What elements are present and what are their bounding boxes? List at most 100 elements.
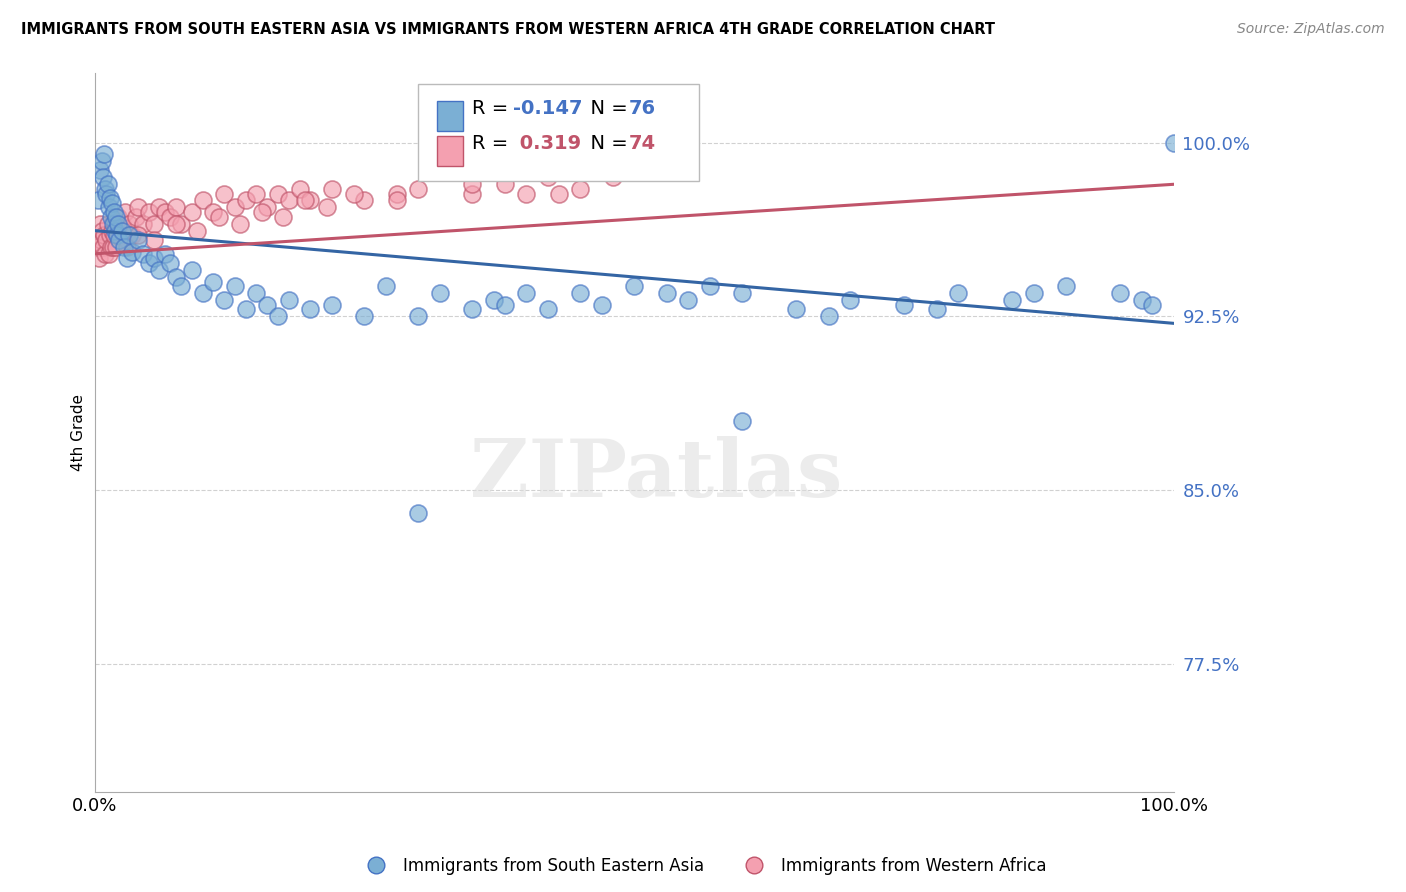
Point — [235, 194, 257, 208]
Point — [105, 210, 128, 224]
Point — [115, 233, 138, 247]
Point — [655, 286, 678, 301]
Point — [893, 298, 915, 312]
Point — [678, 293, 700, 308]
Point — [186, 224, 208, 238]
Text: R =: R = — [472, 134, 515, 153]
Point — [103, 228, 125, 243]
Point — [267, 186, 290, 201]
Point — [245, 286, 267, 301]
Point — [87, 252, 110, 266]
Point — [515, 186, 537, 201]
Point — [101, 240, 124, 254]
Point — [165, 217, 187, 231]
Point — [165, 270, 187, 285]
Point — [118, 217, 141, 231]
Point — [170, 217, 193, 231]
Point — [132, 217, 155, 231]
Point — [124, 210, 146, 224]
Point — [212, 293, 235, 308]
Point — [1054, 279, 1077, 293]
Point — [375, 279, 398, 293]
Point — [142, 233, 165, 247]
Point — [93, 147, 115, 161]
Point — [202, 205, 225, 219]
Point — [94, 247, 117, 261]
Text: -0.147: -0.147 — [513, 99, 583, 119]
Point — [482, 293, 505, 308]
Point — [817, 310, 839, 324]
Point — [153, 205, 176, 219]
Point — [408, 507, 430, 521]
Point — [925, 302, 948, 317]
Point — [89, 217, 111, 231]
Point — [321, 298, 343, 312]
Point — [91, 154, 114, 169]
Point — [315, 201, 337, 215]
Point — [101, 224, 124, 238]
Text: 0.319: 0.319 — [513, 134, 582, 153]
Point — [461, 186, 484, 201]
Point — [101, 217, 124, 231]
Legend: Immigrants from South Eastern Asia, Immigrants from Western Africa: Immigrants from South Eastern Asia, Immi… — [353, 851, 1053, 882]
Point — [569, 182, 592, 196]
Point — [142, 252, 165, 266]
Point — [115, 252, 138, 266]
Point — [461, 178, 484, 192]
Point — [89, 163, 111, 178]
Point — [277, 194, 299, 208]
Point — [946, 286, 969, 301]
Point — [494, 178, 516, 192]
Point — [159, 210, 181, 224]
Point — [256, 298, 278, 312]
Point — [731, 286, 754, 301]
Point — [1163, 136, 1185, 150]
Point — [127, 228, 149, 243]
Point — [118, 228, 141, 243]
Text: IMMIGRANTS FROM SOUTH EASTERN ASIA VS IMMIGRANTS FROM WESTERN AFRICA 4TH GRADE C: IMMIGRANTS FROM SOUTH EASTERN ASIA VS IM… — [21, 22, 995, 37]
Point — [90, 233, 112, 247]
Point — [494, 298, 516, 312]
Point — [104, 224, 127, 238]
Point — [96, 233, 118, 247]
Point — [623, 279, 645, 293]
Point — [97, 201, 120, 215]
Point — [408, 310, 430, 324]
FancyBboxPatch shape — [437, 101, 463, 131]
Point — [267, 310, 290, 324]
Point — [142, 217, 165, 231]
Point — [537, 302, 560, 317]
Point — [245, 186, 267, 201]
Point — [224, 201, 246, 215]
Point — [165, 201, 187, 215]
Point — [343, 186, 366, 201]
Point — [699, 279, 721, 293]
Point — [91, 240, 114, 254]
Point — [429, 286, 451, 301]
Point — [110, 217, 132, 231]
Point — [202, 275, 225, 289]
Point — [299, 194, 322, 208]
Point — [91, 170, 114, 185]
Point — [191, 286, 214, 301]
Point — [97, 247, 120, 261]
Point — [1142, 298, 1164, 312]
Point — [148, 201, 170, 215]
Point — [104, 217, 127, 231]
Point — [385, 186, 408, 201]
Point — [100, 240, 122, 254]
Point — [602, 170, 624, 185]
Point — [96, 186, 118, 201]
Point — [224, 279, 246, 293]
Point — [101, 195, 124, 210]
Point — [107, 217, 129, 231]
Point — [321, 182, 343, 196]
Text: 74: 74 — [628, 134, 657, 153]
Point — [288, 182, 311, 196]
Point — [132, 247, 155, 261]
Point — [127, 201, 149, 215]
Point — [785, 302, 807, 317]
Point — [180, 205, 202, 219]
Point — [180, 263, 202, 277]
Point — [191, 194, 214, 208]
